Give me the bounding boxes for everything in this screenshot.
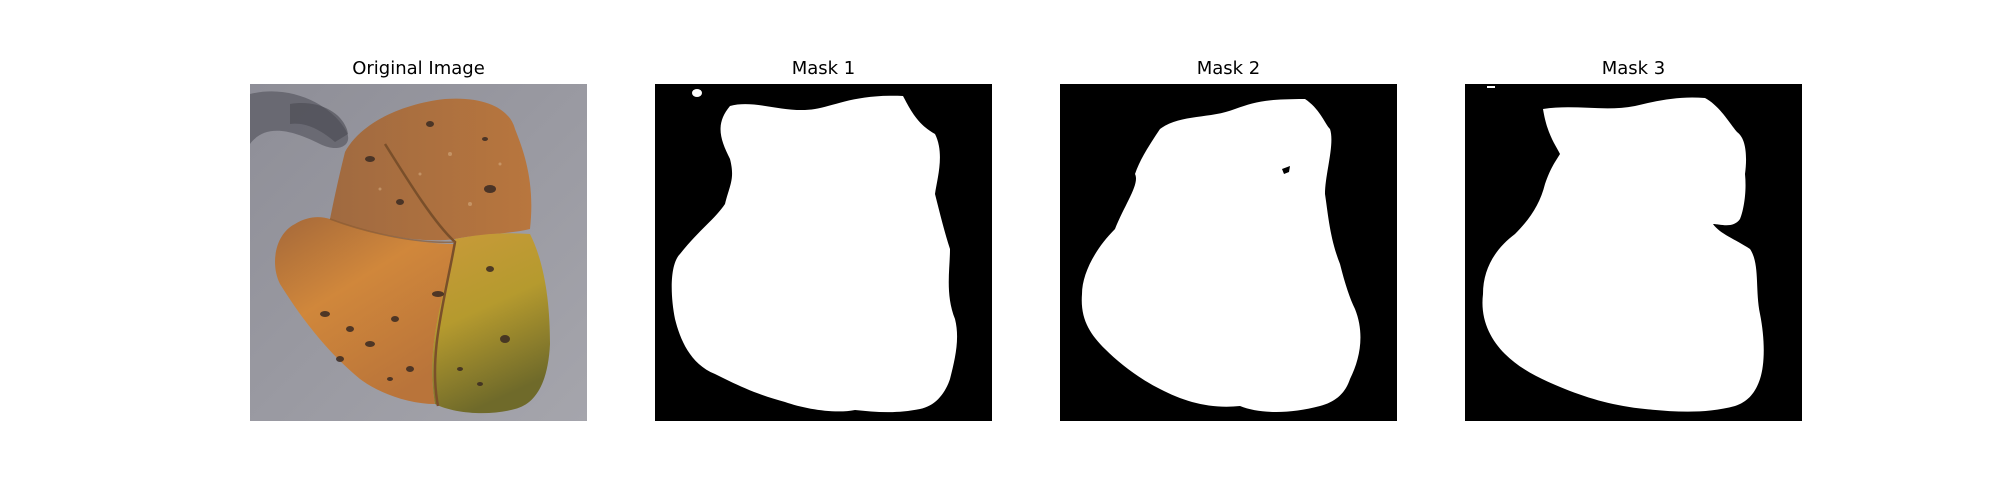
original-leaf-photo	[250, 84, 587, 421]
mask-1-image	[655, 84, 992, 421]
mask-2-image	[1060, 84, 1397, 421]
mask-2-title: Mask 2	[1196, 58, 1261, 79]
mask-1-panel: Mask 1	[655, 0, 992, 500]
mask-3-image	[1465, 84, 1802, 421]
mask-3-panel: Mask 3	[1465, 0, 1802, 500]
original-image-title: Original Image	[352, 58, 485, 79]
original-image-panel: Original Image	[250, 0, 587, 500]
mask-2-panel: Mask 2	[1060, 0, 1397, 500]
mask-3-title: Mask 3	[1601, 58, 1666, 79]
mask-1-title: Mask 1	[791, 58, 856, 79]
